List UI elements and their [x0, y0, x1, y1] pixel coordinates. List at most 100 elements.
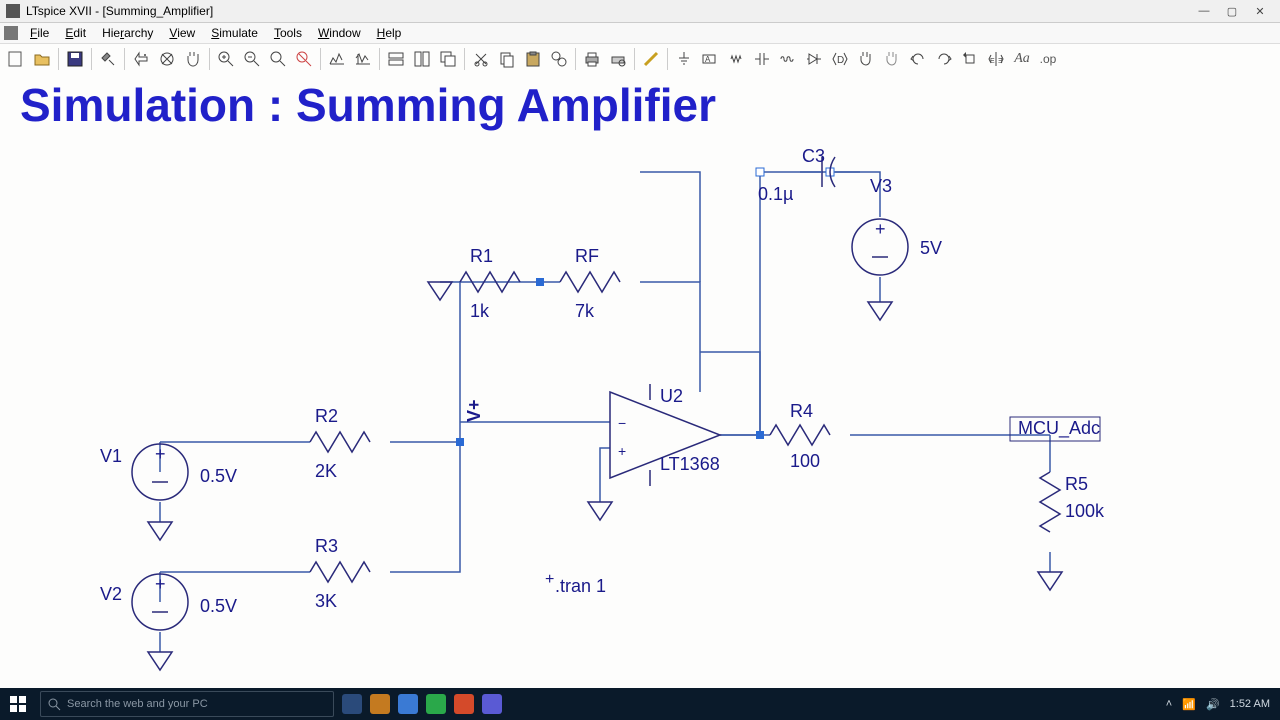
svg-text:+: + [155, 444, 166, 464]
c3-val: 0.1µ [758, 184, 793, 204]
new-schematic-icon[interactable] [4, 47, 28, 71]
close-button[interactable]: ✕ [1246, 2, 1274, 20]
taskbar-app-3[interactable] [426, 694, 446, 714]
undo-icon[interactable] [906, 47, 930, 71]
tile-horiz-icon[interactable] [384, 47, 408, 71]
taskbar-app-4[interactable] [454, 694, 474, 714]
directive: .tran 1 [555, 576, 606, 596]
v1-val: 0.5V [200, 466, 237, 486]
text-icon[interactable]: Aa [1010, 47, 1034, 71]
ground-icon[interactable] [672, 47, 696, 71]
menu-simulate[interactable]: Simulate [203, 26, 266, 40]
u2-name: U2 [660, 386, 683, 406]
vplus: V+ [464, 399, 484, 422]
menu-window[interactable]: Window [310, 26, 369, 40]
redo-icon[interactable] [932, 47, 956, 71]
menu-hierarchy[interactable]: Hierarchy [94, 26, 161, 40]
schematic-svg: + + + − + [0, 72, 1280, 688]
start-button[interactable] [0, 688, 36, 720]
cut-icon[interactable] [469, 47, 493, 71]
halt-icon[interactable] [155, 47, 179, 71]
schematic-canvas[interactable]: Simulation : Summing Amplifier [0, 72, 1280, 688]
rotate-icon[interactable] [958, 47, 982, 71]
print-icon[interactable] [580, 47, 604, 71]
drag-icon[interactable] [880, 47, 904, 71]
menu-help[interactable]: Help [369, 26, 410, 40]
maximize-button[interactable]: ▢ [1218, 2, 1246, 20]
move-icon[interactable] [854, 47, 878, 71]
taskbar-app-2[interactable] [398, 694, 418, 714]
v2-name: V2 [100, 584, 122, 604]
r5-val: 100k [1065, 501, 1105, 521]
zoom-in-icon[interactable] [214, 47, 238, 71]
zoom-back-icon[interactable] [292, 47, 316, 71]
zoom-fit-icon[interactable] [266, 47, 290, 71]
menu-edit[interactable]: Edit [57, 26, 94, 40]
minimize-button[interactable]: — [1190, 2, 1218, 20]
taskbar-search[interactable]: Search the web and your PC [40, 691, 334, 717]
find-icon[interactable] [547, 47, 571, 71]
component-icon[interactable]: D [828, 47, 852, 71]
r1-val: 1k [470, 301, 490, 321]
label-net-icon[interactable]: A [698, 47, 722, 71]
svg-text:+: + [875, 219, 886, 239]
title-bar: LTspice XVII - [Summing_Amplifier] — ▢ ✕ [0, 0, 1280, 23]
rf-name: RF [575, 246, 599, 266]
capacitor-icon[interactable] [750, 47, 774, 71]
copy-icon[interactable] [495, 47, 519, 71]
taskbar: Search the web and your PC ˄ 📶 🔊 1:52 AM [0, 688, 1280, 720]
tray-clock[interactable]: 1:52 AM [1230, 698, 1270, 710]
print-setup-icon[interactable] [606, 47, 630, 71]
spice-directive-icon[interactable]: .op [1036, 47, 1060, 71]
rf-val: 7k [575, 301, 595, 321]
r5-name: R5 [1065, 474, 1088, 494]
svg-text:Ǝ: Ǝ [998, 58, 1003, 65]
menu-tools[interactable]: Tools [266, 26, 310, 40]
hammer-icon[interactable] [96, 47, 120, 71]
draw-wire-icon[interactable] [639, 47, 663, 71]
menu-bar: File Edit Hierarchy View Simulate Tools … [0, 23, 1280, 44]
autorange-x-icon[interactable] [325, 47, 349, 71]
window-title: LTspice XVII - [Summing_Amplifier] [26, 4, 213, 18]
autorange-y-icon[interactable] [351, 47, 375, 71]
r3-name: R3 [315, 536, 338, 556]
v3-name: V3 [870, 176, 892, 196]
paste-icon[interactable] [521, 47, 545, 71]
r3-val: 3K [315, 591, 337, 611]
r4-val: 100 [790, 451, 820, 471]
tray-network-icon[interactable]: 📶 [1182, 698, 1196, 711]
tile-vert-icon[interactable] [410, 47, 434, 71]
inductor-icon[interactable] [776, 47, 800, 71]
run-icon[interactable] [129, 47, 153, 71]
svg-text:−: − [618, 415, 626, 431]
v1-name: V1 [100, 446, 122, 466]
resistor-icon[interactable] [724, 47, 748, 71]
diode-icon[interactable] [802, 47, 826, 71]
v2-val: 0.5V [200, 596, 237, 616]
pan-icon[interactable] [181, 47, 205, 71]
task-view-icon[interactable] [342, 694, 362, 714]
svg-text:E: E [990, 58, 995, 65]
svg-text:D: D [837, 55, 844, 66]
tray-volume-icon[interactable]: 🔊 [1206, 698, 1220, 711]
app-icon [6, 4, 20, 18]
svg-text:+: + [618, 443, 626, 459]
open-icon[interactable] [30, 47, 54, 71]
mdi-icon [4, 26, 18, 40]
zoom-out-icon[interactable] [240, 47, 264, 71]
save-icon[interactable] [63, 47, 87, 71]
toolbar: A D EƎ Aa .op [0, 44, 1280, 75]
svg-text:+: + [545, 571, 554, 588]
menu-view[interactable]: View [161, 26, 203, 40]
u2-val: LT1368 [660, 454, 720, 474]
r2-val: 2K [315, 461, 337, 481]
mirror-icon[interactable]: EƎ [984, 47, 1008, 71]
menu-file[interactable]: File [22, 26, 57, 40]
cascade-icon[interactable] [436, 47, 460, 71]
v3-val: 5V [920, 238, 942, 258]
taskbar-app-5[interactable] [482, 694, 502, 714]
taskbar-app-1[interactable] [370, 694, 390, 714]
system-tray[interactable]: ˄ 📶 🔊 1:52 AM [1156, 698, 1280, 711]
tray-chevron-icon[interactable]: ˄ [1166, 698, 1172, 710]
r1-name: R1 [470, 246, 493, 266]
